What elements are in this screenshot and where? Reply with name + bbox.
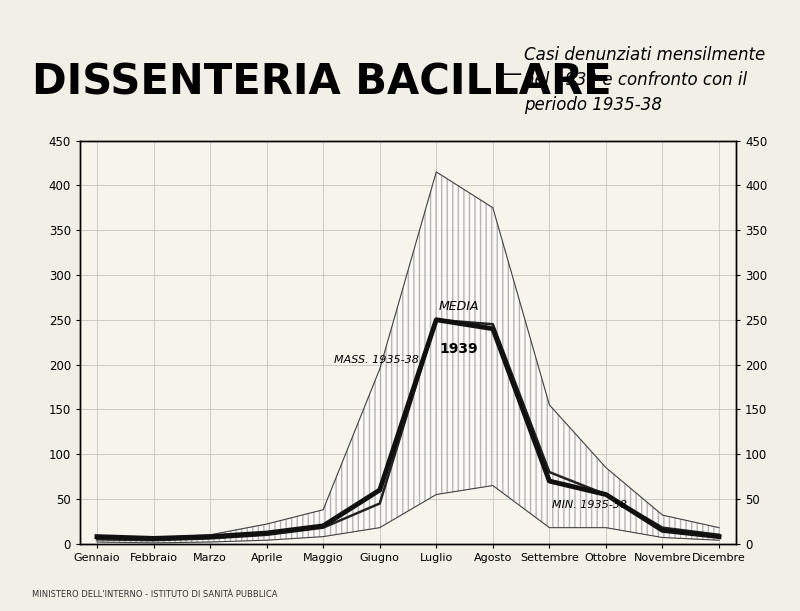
Text: MINISTERO DELL'INTERNO - ISTITUTO DI SANITÀ PUBBLICA: MINISTERO DELL'INTERNO - ISTITUTO DI SAN… (32, 590, 278, 599)
Text: MASS. 1935-38: MASS. 1935-38 (334, 354, 419, 365)
Text: Casi denunziati mensilmente
nel 1939 e confronto con il
periodo 1935-38: Casi denunziati mensilmente nel 1939 e c… (524, 46, 766, 114)
Text: 1939: 1939 (439, 342, 478, 356)
Text: —: — (500, 64, 522, 84)
Text: MEDIA: MEDIA (439, 299, 480, 313)
Text: MIN. 1935-38: MIN. 1935-38 (552, 500, 627, 510)
Text: DISSENTERIA BACILLARE: DISSENTERIA BACILLARE (32, 61, 612, 103)
